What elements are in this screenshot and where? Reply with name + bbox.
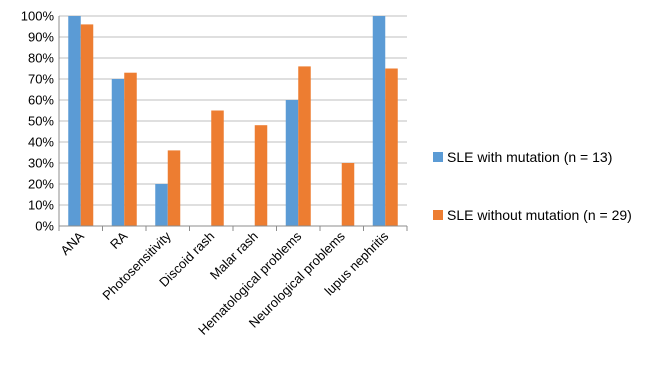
bar-without-mutation	[167, 150, 181, 226]
y-tick-label: 20%	[28, 177, 54, 192]
legend-swatch-with-mutation	[433, 152, 443, 162]
y-tick-label: 60%	[28, 93, 54, 108]
y-tick-label: 0%	[35, 219, 54, 234]
bar-without-mutation	[124, 72, 137, 226]
bar-without-mutation	[385, 68, 398, 226]
axes	[58, 16, 408, 231]
x-tick-label: RA	[107, 228, 131, 252]
bar-without-mutation	[341, 163, 355, 226]
gridlines	[59, 15, 407, 206]
y-tick-label: 100%	[21, 9, 55, 24]
bar-with-mutation	[68, 16, 81, 226]
legend-label-with-mutation: SLE with mutation (n = 13)	[447, 149, 613, 165]
legend-label-without-mutation: SLE without mutation (n = 29)	[447, 207, 632, 223]
legend-swatch-without-mutation	[433, 210, 443, 220]
bar-with-mutation	[372, 16, 386, 226]
bars	[68, 16, 398, 227]
y-tick-label: 50%	[28, 114, 54, 129]
y-tick-label: 70%	[28, 72, 54, 87]
y-tick-label: 90%	[28, 30, 54, 45]
x-tick-label: ANA	[57, 228, 87, 258]
bar-without-mutation	[298, 66, 311, 227]
y-axis-ticks: 0% 10% 20% 30% 40% 50% 60% 70% 80% 90% 100%	[21, 9, 55, 234]
bar-with-mutation	[285, 100, 299, 226]
bar-without-mutation	[211, 110, 224, 226]
y-tick-label: 30%	[28, 156, 54, 171]
bar-without-mutation	[254, 125, 268, 226]
y-tick-label: 10%	[28, 198, 54, 213]
bar-without-mutation	[80, 24, 94, 227]
y-tick-label: 40%	[28, 135, 54, 150]
bar-with-mutation	[155, 184, 168, 226]
bar-with-mutation	[111, 79, 125, 226]
y-tick-label: 80%	[28, 51, 54, 66]
